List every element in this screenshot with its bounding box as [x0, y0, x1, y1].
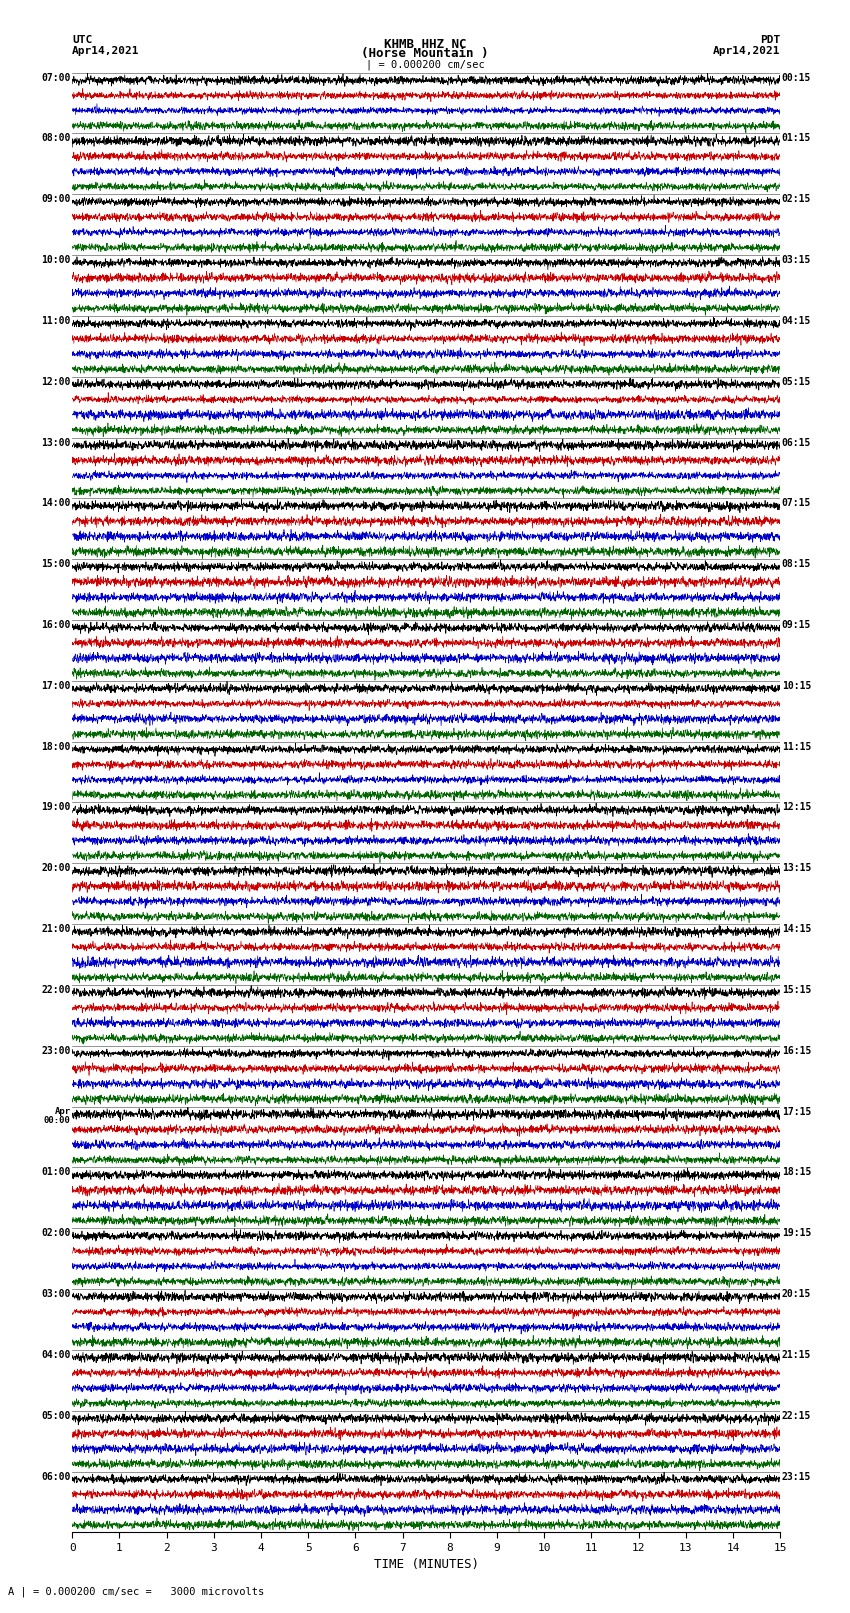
Text: 20:00: 20:00: [42, 863, 71, 873]
Text: 07:15: 07:15: [782, 498, 811, 508]
Text: 19:15: 19:15: [782, 1227, 811, 1239]
Text: UTC: UTC: [72, 35, 93, 45]
Text: 08:00: 08:00: [42, 134, 71, 144]
X-axis label: TIME (MINUTES): TIME (MINUTES): [374, 1558, 479, 1571]
Text: Apr
00:00: Apr 00:00: [44, 1107, 71, 1126]
Text: 14:00: 14:00: [42, 498, 71, 508]
Text: 06:15: 06:15: [782, 437, 811, 447]
Text: 13:15: 13:15: [782, 863, 811, 873]
Text: 23:15: 23:15: [782, 1471, 811, 1481]
Text: 03:15: 03:15: [782, 255, 811, 265]
Text: 09:15: 09:15: [782, 619, 811, 631]
Text: 13:00: 13:00: [42, 437, 71, 447]
Text: 07:00: 07:00: [42, 73, 71, 82]
Text: A | = 0.000200 cm/sec =   3000 microvolts: A | = 0.000200 cm/sec = 3000 microvolts: [8, 1586, 264, 1597]
Text: 11:00: 11:00: [42, 316, 71, 326]
Text: 22:00: 22:00: [42, 986, 71, 995]
Text: 18:00: 18:00: [42, 742, 71, 752]
Text: Apr14,2021: Apr14,2021: [72, 47, 139, 56]
Text: 15:00: 15:00: [42, 560, 71, 569]
Text: 11:15: 11:15: [782, 742, 811, 752]
Text: 05:15: 05:15: [782, 377, 811, 387]
Text: 09:00: 09:00: [42, 194, 71, 205]
Text: 00:15: 00:15: [782, 73, 811, 82]
Text: 01:15: 01:15: [782, 134, 811, 144]
Text: 08:15: 08:15: [782, 560, 811, 569]
Text: 01:00: 01:00: [42, 1168, 71, 1177]
Text: 12:00: 12:00: [42, 377, 71, 387]
Text: 10:15: 10:15: [782, 681, 811, 690]
Text: 20:15: 20:15: [782, 1289, 811, 1298]
Text: 02:15: 02:15: [782, 194, 811, 205]
Text: 21:15: 21:15: [782, 1350, 811, 1360]
Text: PDT: PDT: [760, 35, 780, 45]
Text: 12:15: 12:15: [782, 803, 811, 813]
Text: 18:15: 18:15: [782, 1168, 811, 1177]
Text: | = 0.000200 cm/sec: | = 0.000200 cm/sec: [366, 60, 484, 71]
Text: 22:15: 22:15: [782, 1411, 811, 1421]
Text: 23:00: 23:00: [42, 1045, 71, 1057]
Text: (Horse Mountain ): (Horse Mountain ): [361, 47, 489, 60]
Text: 04:00: 04:00: [42, 1350, 71, 1360]
Text: Apr14,2021: Apr14,2021: [713, 47, 780, 56]
Text: 19:00: 19:00: [42, 803, 71, 813]
Text: 03:00: 03:00: [42, 1289, 71, 1298]
Text: 15:15: 15:15: [782, 986, 811, 995]
Text: 16:00: 16:00: [42, 619, 71, 631]
Text: 06:00: 06:00: [42, 1471, 71, 1481]
Text: 04:15: 04:15: [782, 316, 811, 326]
Text: 21:00: 21:00: [42, 924, 71, 934]
Text: 17:00: 17:00: [42, 681, 71, 690]
Text: 05:00: 05:00: [42, 1411, 71, 1421]
Text: 02:00: 02:00: [42, 1227, 71, 1239]
Text: KHMB HHZ NC: KHMB HHZ NC: [383, 37, 467, 50]
Text: 14:15: 14:15: [782, 924, 811, 934]
Text: 16:15: 16:15: [782, 1045, 811, 1057]
Text: 17:15: 17:15: [782, 1107, 811, 1116]
Text: 10:00: 10:00: [42, 255, 71, 265]
